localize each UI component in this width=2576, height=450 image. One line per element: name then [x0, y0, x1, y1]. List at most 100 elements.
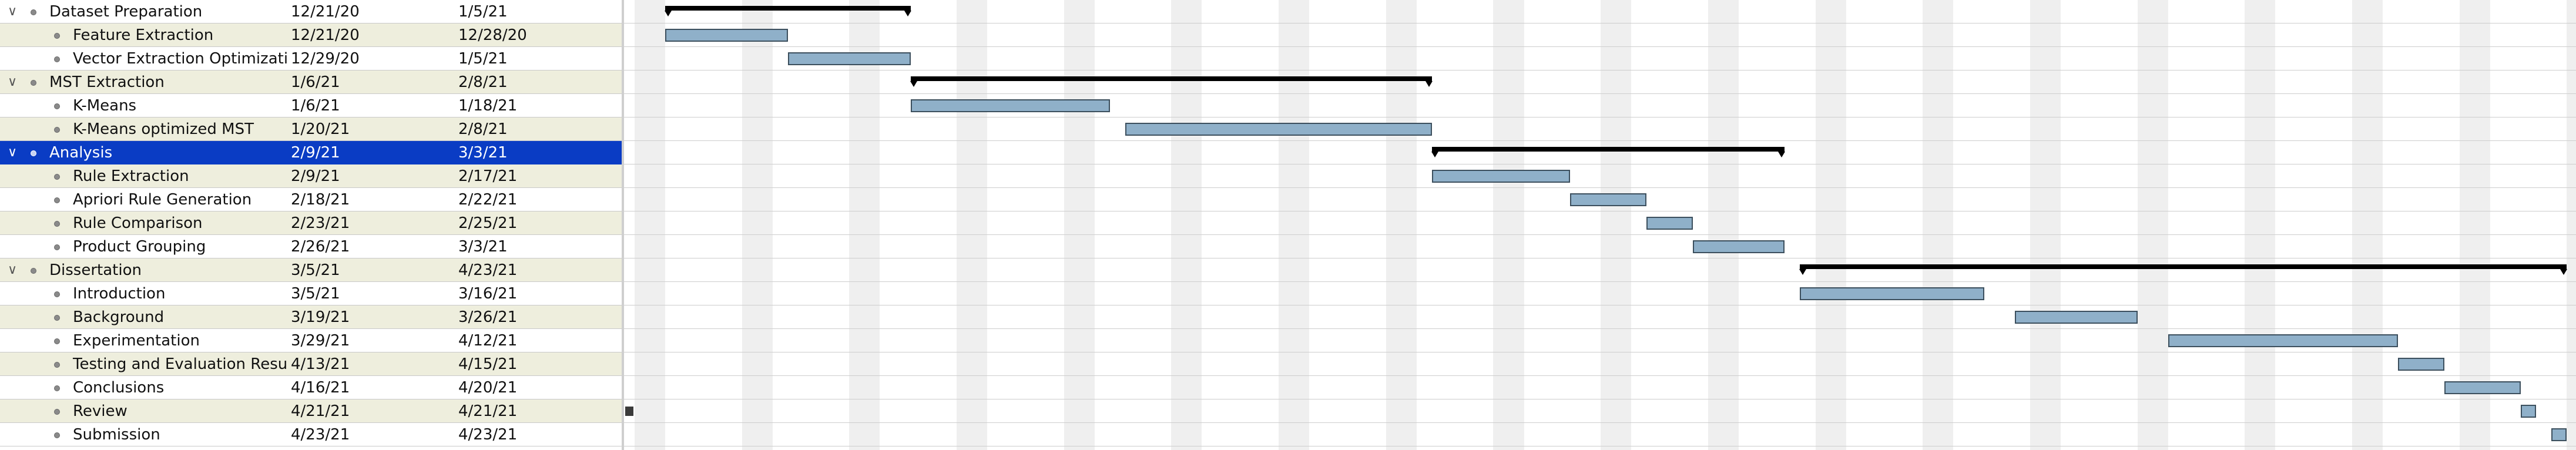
- task-end-date[interactable]: 4/20/21: [458, 379, 518, 397]
- task-end-date[interactable]: 3/16/21: [458, 285, 518, 303]
- task-name-cell[interactable]: Submission: [0, 423, 287, 446]
- task-end-date[interactable]: 1/5/21: [458, 50, 508, 68]
- task-start-date[interactable]: 4/13/21: [291, 355, 350, 373]
- task-row-rule-extraction[interactable]: Rule Extraction 2/9/21 2/17/21: [0, 164, 622, 188]
- milestone-marker-icon[interactable]: [625, 407, 633, 416]
- task-end-date[interactable]: 4/15/21: [458, 355, 518, 373]
- task-end-date[interactable]: 2/8/21: [458, 120, 508, 138]
- task-start-date[interactable]: 2/9/21: [291, 144, 340, 162]
- task-end-date[interactable]: 3/26/21: [458, 308, 518, 326]
- task-bar-feature-extraction[interactable]: [665, 29, 788, 42]
- task-name-cell[interactable]: Apriori Rule Generation: [0, 188, 287, 211]
- task-bar-background[interactable]: [2014, 311, 2138, 324]
- task-name-cell[interactable]: K-Means: [0, 94, 287, 117]
- task-bar-apriori-rule-generation[interactable]: [1569, 193, 1647, 206]
- chevron-down-icon[interactable]: ∨: [7, 4, 18, 19]
- task-end-date[interactable]: 2/25/21: [458, 214, 518, 232]
- task-bar-vector-extraction-optimization[interactable]: [787, 52, 911, 65]
- task-name-cell[interactable]: Background: [0, 305, 287, 329]
- task-bar-experimentation[interactable]: [2168, 334, 2399, 347]
- task-row-dataset-preparation[interactable]: ∨ Dataset Preparation 12/21/20 1/5/21: [0, 0, 622, 23]
- task-start-date[interactable]: 12/21/20: [291, 26, 360, 44]
- task-row-analysis[interactable]: ∨ Analysis 2/9/21 3/3/21: [0, 141, 622, 164]
- task-end-date[interactable]: 1/5/21: [458, 3, 508, 21]
- task-row-dissertation[interactable]: ∨ Dissertation 3/5/21 4/23/21: [0, 258, 622, 282]
- task-start-date[interactable]: 12/29/20: [291, 50, 360, 68]
- task-row-k-means-optimized-mst[interactable]: K-Means optimized MST 1/20/21 2/8/21: [0, 117, 622, 141]
- task-row-rule-comparison[interactable]: Rule Comparison 2/23/21 2/25/21: [0, 211, 622, 235]
- task-bar-rule-extraction[interactable]: [1432, 170, 1570, 183]
- task-name-cell[interactable]: Conclusions: [0, 376, 287, 399]
- task-row-submission[interactable]: Submission 4/23/21 4/23/21: [0, 423, 622, 446]
- table-chart-splitter[interactable]: [622, 0, 624, 450]
- task-row-product-grouping[interactable]: Product Grouping 2/26/21 3/3/21: [0, 235, 622, 258]
- task-start-date[interactable]: 4/16/21: [291, 379, 350, 397]
- task-end-date[interactable]: 4/21/21: [458, 402, 518, 420]
- task-end-date[interactable]: 3/3/21: [458, 144, 508, 162]
- task-name-cell[interactable]: Rule Comparison: [0, 211, 287, 235]
- task-name-cell[interactable]: ∨ Analysis: [0, 141, 287, 164]
- task-end-date[interactable]: 2/17/21: [458, 167, 518, 185]
- task-bar-conclusions[interactable]: [2444, 381, 2521, 394]
- task-name-cell[interactable]: ∨ Dataset Preparation: [0, 0, 287, 23]
- task-name-cell[interactable]: Rule Extraction: [0, 164, 287, 188]
- task-start-date[interactable]: 12/21/20: [291, 3, 360, 21]
- task-row-introduction[interactable]: Introduction 3/5/21 3/16/21: [0, 282, 622, 305]
- task-row-background[interactable]: Background 3/19/21 3/26/21: [0, 305, 622, 329]
- task-name-cell[interactable]: ∨ MST Extraction: [0, 70, 287, 94]
- task-name-cell[interactable]: Product Grouping: [0, 235, 287, 258]
- summary-bar-dissertation[interactable]: [1800, 264, 2567, 269]
- task-bar-submission[interactable]: [2551, 428, 2567, 441]
- summary-bar-analysis[interactable]: [1432, 147, 1785, 152]
- chevron-down-icon[interactable]: ∨: [7, 75, 18, 89]
- task-end-date[interactable]: 4/23/21: [458, 261, 518, 279]
- task-start-date[interactable]: 3/19/21: [291, 308, 350, 326]
- task-name-cell[interactable]: Experimentation: [0, 329, 287, 352]
- task-end-date[interactable]: 2/22/21: [458, 191, 518, 209]
- task-start-date[interactable]: 1/6/21: [291, 73, 340, 91]
- task-end-date[interactable]: 3/3/21: [458, 238, 508, 256]
- task-end-date[interactable]: 1/18/21: [458, 97, 518, 115]
- summary-bar-dataset-preparation[interactable]: [665, 6, 911, 11]
- task-name-cell[interactable]: ∨ Dissertation: [0, 258, 287, 282]
- task-end-date[interactable]: 12/28/20: [458, 26, 527, 44]
- task-bar-introduction[interactable]: [1800, 287, 1984, 300]
- task-bar-rule-comparison[interactable]: [1646, 217, 1693, 230]
- task-row-review[interactable]: Review 4/21/21 4/21/21: [0, 399, 622, 423]
- task-bar-product-grouping[interactable]: [1692, 240, 1785, 253]
- task-start-date[interactable]: 2/23/21: [291, 214, 350, 232]
- task-row-k-means[interactable]: K-Means 1/6/21 1/18/21: [0, 94, 622, 117]
- task-bar-k-means[interactable]: [910, 99, 1110, 112]
- task-start-date[interactable]: 1/20/21: [291, 120, 350, 138]
- task-row-vector-extraction-optimization[interactable]: Vector Extraction Optimization 12/29/20 1/…: [0, 47, 622, 70]
- task-end-date[interactable]: 4/12/21: [458, 332, 518, 350]
- task-name-cell[interactable]: K-Means optimized MST: [0, 117, 287, 141]
- task-start-date[interactable]: 3/29/21: [291, 332, 350, 350]
- task-start-date[interactable]: 4/23/21: [291, 426, 350, 444]
- gantt-chart[interactable]: [624, 0, 2576, 450]
- task-bar-k-means-optimized-mst[interactable]: [1125, 123, 1432, 136]
- task-row-apriori-rule-generation[interactable]: Apriori Rule Generation 2/18/21 2/22/21: [0, 188, 622, 211]
- task-row-testing-and-evaluation-results[interactable]: Testing and Evaluation Results 4/13/21 4/1…: [0, 352, 622, 376]
- task-row-mst-extraction[interactable]: ∨ MST Extraction 1/6/21 2/8/21: [0, 70, 622, 94]
- task-name-cell[interactable]: Testing and Evaluation Results: [0, 352, 287, 376]
- task-start-date[interactable]: 3/5/21: [291, 261, 340, 279]
- task-bar-review[interactable]: [2521, 405, 2537, 418]
- summary-bar-mst-extraction[interactable]: [910, 76, 1432, 81]
- task-row-conclusions[interactable]: Conclusions 4/16/21 4/20/21: [0, 376, 622, 399]
- task-start-date[interactable]: 4/21/21: [291, 402, 350, 420]
- task-end-date[interactable]: 2/8/21: [458, 73, 508, 91]
- task-name-cell[interactable]: Introduction: [0, 282, 287, 305]
- task-name-cell[interactable]: Vector Extraction Optimization: [0, 47, 287, 70]
- chevron-down-icon[interactable]: ∨: [7, 263, 18, 277]
- task-start-date[interactable]: 1/6/21: [291, 97, 340, 115]
- task-start-date[interactable]: 2/9/21: [291, 167, 340, 185]
- task-start-date[interactable]: 3/5/21: [291, 285, 340, 303]
- task-row-feature-extraction[interactable]: Feature Extraction 12/21/20 12/28/20: [0, 23, 622, 47]
- chevron-down-icon[interactable]: ∨: [7, 145, 18, 160]
- task-name-cell[interactable]: Review: [0, 399, 287, 423]
- task-start-date[interactable]: 2/26/21: [291, 238, 350, 256]
- task-start-date[interactable]: 2/18/21: [291, 191, 350, 209]
- task-name-cell[interactable]: Feature Extraction: [0, 23, 287, 47]
- task-bar-testing-and-evaluation-results[interactable]: [2398, 358, 2444, 371]
